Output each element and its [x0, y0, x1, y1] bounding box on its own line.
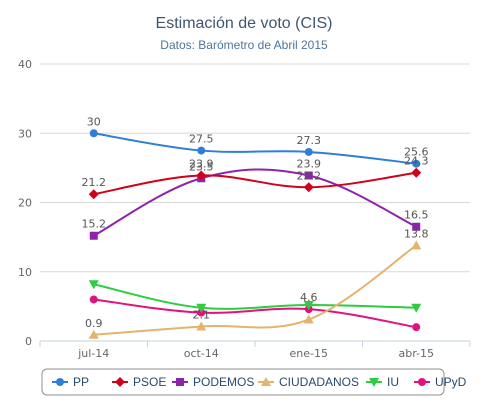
series-ciudadanos-point [411, 240, 422, 250]
series-psoe [88, 167, 422, 200]
x-tick-label: oct-14 [184, 347, 219, 360]
series-psoe-point [88, 189, 99, 200]
y-tick-label: 40 [18, 58, 32, 71]
legend-label: IU [387, 375, 399, 389]
legend-symbol-marker [261, 377, 271, 386]
series-upyd-point [89, 295, 98, 304]
legend-item-upyd[interactable]: UPyD [414, 375, 467, 389]
series-psoe-data-label: 22.2 [297, 169, 322, 182]
legend-symbol-marker [176, 378, 184, 386]
legend-label: PSOE [133, 375, 166, 389]
series-pp-data-label: 27.5 [189, 133, 214, 146]
series-ciudadanos-point [196, 321, 207, 331]
series-podemos-point [412, 222, 421, 231]
series-psoe-point [411, 167, 422, 178]
y-axis: 0 10 20 30 40 [18, 58, 32, 348]
grid [40, 63, 470, 342]
legend-symbol-marker [115, 377, 125, 387]
series-upyd [89, 295, 421, 332]
series-group [88, 129, 422, 339]
series-podemos-data-label: 23.5 [189, 160, 214, 173]
series-iu-point [88, 280, 99, 290]
series-ciudadanos-data-label: 0.9 [85, 317, 103, 330]
legend-symbol-marker [418, 378, 426, 386]
series-psoe-point [303, 182, 314, 193]
legend-symbol-marker [56, 378, 64, 386]
legend-box [41, 368, 445, 396]
legend-item-pp[interactable]: PP [52, 375, 89, 389]
series-psoe-line [93, 171, 417, 196]
legend-label: PODEMOS [193, 375, 254, 389]
series-ciudadanos-data-label: 2.1 [193, 308, 211, 321]
x-tick-label: ene-15 [290, 347, 328, 360]
y-tick-label: 30 [18, 127, 32, 140]
legend-item-psoe[interactable]: PSOE [112, 375, 166, 389]
series-podemos-line [93, 168, 417, 237]
series-ciudadanos-line [93, 244, 417, 336]
series-psoe-data-label: 21.2 [82, 176, 107, 189]
legend-item-ciudadanos[interactable]: CIUDADANOS [258, 375, 359, 389]
series-podemos-data-label: 23.9 [297, 157, 322, 170]
series-pp-line [93, 132, 417, 165]
legend: PP PSOE PODEMOS CIUDADANOS IU UPyD [41, 368, 467, 396]
series-ciudadanos-data-label: 13.8 [404, 227, 429, 240]
legend-label: CIUDADANOS [279, 375, 359, 389]
legend-label: UPyD [435, 375, 467, 389]
series-podemos-data-label: 15.2 [82, 218, 107, 231]
series-pp-point [197, 146, 206, 155]
x-tick-label: jul-14 [77, 347, 109, 360]
series-psoe-point [196, 170, 207, 181]
chart-title: Estimación de voto (CIS) [156, 15, 333, 32]
series-ciudadanos [88, 240, 422, 339]
series-upyd-line [93, 298, 417, 329]
series-upyd-point [412, 323, 421, 332]
series-podemos-point [89, 231, 98, 240]
series-psoe-data-label: 24.3 [404, 155, 429, 168]
series-iu-line [93, 283, 417, 310]
series-podemos-point [304, 171, 313, 180]
series-podemos-data-label: 16.5 [404, 209, 429, 222]
series-pp-data-label: 27.3 [297, 134, 322, 147]
chart-subtitle: Datos: Barómetro de Abril 2015 [160, 38, 328, 52]
series-iu-point [196, 303, 207, 313]
series-pp-point [304, 147, 313, 156]
series-psoe-data-label: 23.9 [189, 157, 214, 170]
legend-symbol-marker [369, 378, 379, 387]
series-pp [89, 129, 421, 168]
y-tick-label: 10 [18, 266, 32, 279]
x-tick-label: abr-15 [398, 347, 434, 360]
legend-item-podemos[interactable]: PODEMOS [172, 375, 254, 389]
legend-label: PP [73, 375, 89, 389]
series-pp-point [89, 129, 98, 138]
series-pp-data-label: 25.6 [404, 146, 429, 159]
series-iu-point [411, 303, 422, 313]
series-iu-point [303, 300, 314, 310]
series-ciudadanos-point [303, 314, 314, 324]
x-axis: jul-14 oct-14 ene-15 abr-15 [39, 341, 471, 360]
series-pp-point [412, 159, 421, 168]
legend-item-iu[interactable]: IU [366, 375, 399, 389]
y-tick-label: 20 [18, 197, 32, 210]
series-upyd-data-label: 4.6 [300, 291, 318, 304]
series-pp-data-label: 30 [87, 115, 101, 128]
series-iu [88, 280, 422, 313]
y-tick-label: 0 [25, 335, 32, 348]
series-ciudadanos-point [88, 329, 99, 339]
